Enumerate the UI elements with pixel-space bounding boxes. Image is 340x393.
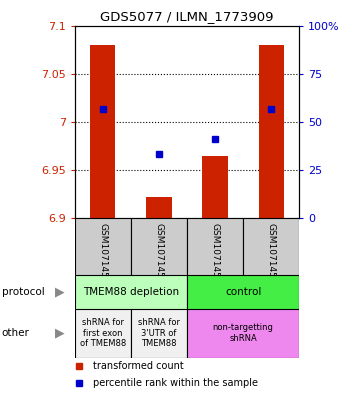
Text: GSM1071455: GSM1071455 — [267, 223, 276, 283]
Bar — [258, 45, 284, 218]
Text: control: control — [225, 287, 261, 297]
Text: non-targetting
shRNA: non-targetting shRNA — [212, 323, 274, 343]
Bar — [131, 218, 187, 275]
Bar — [202, 156, 228, 218]
Text: shRNA for
3'UTR of
TMEM88: shRNA for 3'UTR of TMEM88 — [138, 318, 180, 348]
Text: TMEM88 depletion: TMEM88 depletion — [83, 287, 179, 297]
Text: percentile rank within the sample: percentile rank within the sample — [93, 378, 258, 387]
Text: protocol: protocol — [2, 287, 45, 297]
Title: GDS5077 / ILMN_1773909: GDS5077 / ILMN_1773909 — [100, 10, 274, 23]
Text: ▶: ▶ — [55, 285, 64, 298]
Bar — [187, 275, 299, 309]
Bar — [146, 197, 172, 218]
Text: ▶: ▶ — [55, 327, 64, 340]
Bar — [75, 218, 131, 275]
Bar — [90, 45, 116, 218]
Bar — [75, 309, 131, 358]
Text: transformed count: transformed count — [93, 361, 184, 371]
Text: GSM1071456: GSM1071456 — [154, 223, 164, 283]
Bar — [243, 218, 299, 275]
Bar — [75, 275, 187, 309]
Bar — [131, 309, 187, 358]
Text: GSM1071454: GSM1071454 — [210, 223, 220, 283]
Text: GSM1071457: GSM1071457 — [98, 223, 107, 283]
Text: shRNA for
first exon
of TMEM88: shRNA for first exon of TMEM88 — [80, 318, 126, 348]
Text: other: other — [2, 328, 30, 338]
Bar — [187, 218, 243, 275]
Bar — [187, 309, 299, 358]
